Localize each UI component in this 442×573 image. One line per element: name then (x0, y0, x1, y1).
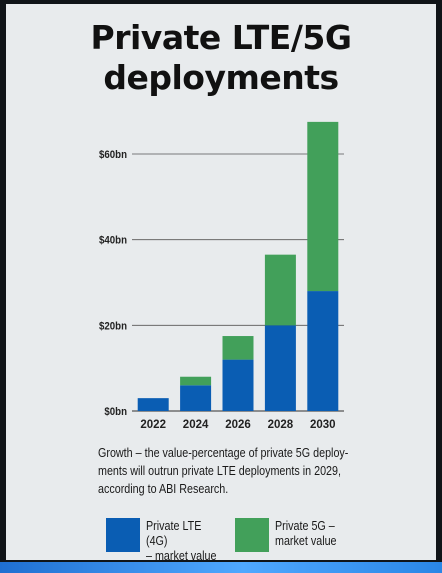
title-line-2: deployments (103, 58, 339, 97)
legend-5g-line-1: Private 5G – (275, 519, 335, 533)
legend-swatch-lte (106, 518, 140, 552)
x-tick-label-2030: 2030 (310, 419, 336, 431)
y-tick-label-0: $0bn (104, 407, 127, 419)
y-tick-label-1: $20bn (99, 321, 127, 333)
x-tick-label-2022: 2022 (140, 419, 166, 431)
legend-5g-line-2: market value (275, 534, 337, 548)
chart-title: Private LTE/5G deployments (6, 18, 436, 98)
stacked-bar-chart: $0bn $20bn $40bn $60bn 2022 2024 2026 2028 2030 (99, 121, 344, 431)
bar-lte-2028 (264, 325, 296, 411)
bottom-accent-bar (0, 562, 442, 573)
legend-lte-line-2: – market value (146, 549, 217, 563)
y-tick-label-3: $60bn (99, 150, 127, 162)
bar-5g-2024 (180, 376, 212, 386)
bar-5g-2030 (307, 121, 339, 292)
x-tick-label-2028: 2028 (268, 419, 294, 431)
legend-swatch-5g (235, 518, 269, 552)
bar-5g-2026 (222, 336, 254, 360)
x-tick-label-2024: 2024 (183, 419, 209, 431)
chart-caption: Growth – the value-percentage of private… (98, 446, 349, 496)
legend-lte-line-1: Private LTE (4G) (146, 519, 202, 548)
bar-lte-2024 (180, 385, 212, 411)
legend-label-lte: Private LTE (4G) – market value (146, 519, 223, 564)
y-tick-label-2: $40bn (99, 235, 127, 247)
bar-5g-2028 (264, 254, 296, 326)
bar-lte-2022 (137, 398, 169, 411)
legend-label-5g: Private 5G – market value (275, 519, 352, 549)
x-tick-label-2026: 2026 (225, 419, 251, 431)
bar-lte-2026 (222, 359, 254, 411)
infographic-card: Private LTE/5G deployments $0bn $20bn $40b… (6, 4, 436, 563)
title-line-1: Private LTE/5G (90, 18, 352, 57)
bar-lte-2030 (307, 291, 339, 411)
